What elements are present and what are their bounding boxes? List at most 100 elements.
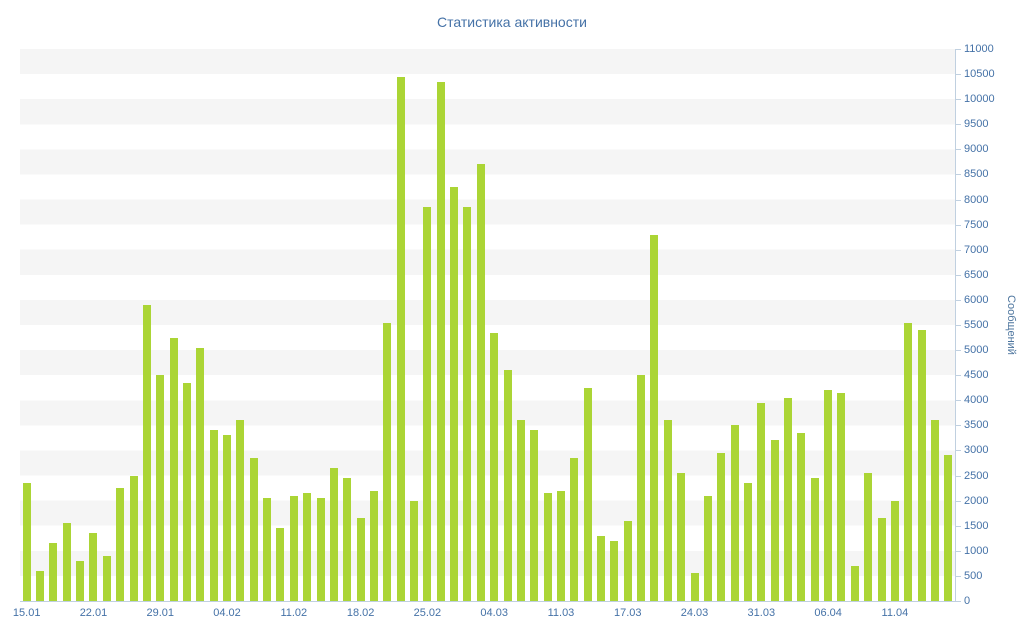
x-tick-label: 22.01 (79, 607, 108, 619)
bar[interactable] (116, 488, 125, 601)
bar[interactable] (490, 332, 499, 601)
bar[interactable] (356, 518, 365, 601)
y-tick-label: 2500 (964, 469, 989, 482)
bar[interactable] (583, 387, 592, 601)
y-tick-label: 4500 (964, 369, 989, 382)
bar[interactable] (890, 500, 899, 601)
bar[interactable] (182, 382, 191, 601)
bar[interactable] (850, 565, 859, 601)
bar[interactable] (570, 457, 579, 601)
y-tick-mark (956, 74, 961, 76)
bar[interactable] (690, 573, 699, 601)
y-tick-mark (956, 450, 961, 452)
bar[interactable] (717, 452, 726, 601)
bar[interactable] (556, 490, 565, 601)
bar[interactable] (303, 493, 312, 601)
bar[interactable] (743, 483, 752, 601)
bar[interactable] (396, 76, 405, 601)
y-tick-mark (956, 199, 961, 201)
x-tick-label: 06.04 (814, 607, 842, 619)
bar[interactable] (49, 543, 58, 601)
bar[interactable] (930, 420, 939, 601)
bar[interactable] (837, 392, 846, 601)
y-tick-label: 5500 (964, 319, 989, 331)
bar[interactable] (650, 234, 659, 601)
bar[interactable] (289, 495, 298, 601)
bar[interactable] (810, 478, 819, 601)
y-tick-mark (956, 274, 961, 276)
bar[interactable] (597, 535, 606, 601)
bar[interactable] (102, 555, 111, 601)
bar[interactable] (156, 375, 165, 601)
bar[interactable] (530, 430, 539, 601)
bar[interactable] (263, 498, 272, 601)
bar[interactable] (249, 457, 258, 601)
bar[interactable] (450, 187, 459, 601)
bar[interactable] (944, 455, 953, 601)
y-tick-label: 3000 (964, 444, 989, 457)
bar[interactable] (76, 560, 85, 601)
bar[interactable] (503, 370, 512, 601)
bar[interactable] (784, 397, 793, 601)
bar[interactable] (436, 81, 445, 601)
bar[interactable] (196, 347, 205, 601)
y-tick-label: 6000 (964, 293, 989, 306)
bar[interactable] (223, 435, 232, 601)
bar[interactable] (824, 390, 833, 601)
bar[interactable] (877, 518, 886, 601)
bar[interactable] (904, 322, 913, 601)
bar[interactable] (917, 330, 926, 601)
bar[interactable] (62, 523, 71, 601)
bar[interactable] (730, 425, 739, 601)
bar[interactable] (276, 528, 285, 601)
bar[interactable] (209, 430, 218, 601)
y-tick-mark (956, 149, 961, 151)
x-tick-label: 18.02 (346, 607, 375, 619)
y-tick-mark (956, 500, 961, 502)
y-tick-mark (956, 375, 961, 377)
x-tick-label: 31.03 (747, 607, 776, 619)
bar[interactable] (770, 440, 779, 601)
bar[interactable] (129, 475, 138, 601)
bar[interactable] (22, 483, 31, 601)
bar[interactable] (169, 337, 178, 601)
bar[interactable] (623, 520, 632, 601)
bar[interactable] (369, 490, 378, 601)
bar[interactable] (316, 498, 325, 601)
bar[interactable] (410, 500, 419, 601)
y-tick-label: 8500 (964, 168, 989, 181)
bar[interactable] (703, 495, 712, 601)
x-tick-label: 11.02 (280, 607, 308, 619)
bar[interactable] (423, 207, 432, 601)
bar[interactable] (89, 533, 98, 601)
bar[interactable] (677, 473, 686, 601)
bar[interactable] (236, 420, 245, 601)
bar[interactable] (797, 432, 806, 601)
y-tick-mark (956, 425, 961, 427)
bar[interactable] (864, 473, 873, 601)
bar[interactable] (36, 570, 45, 601)
y-tick-label: 10000 (964, 93, 995, 106)
bar[interactable] (543, 493, 552, 601)
y-axis-title: Сообщений (1005, 295, 1017, 355)
y-tick-mark (956, 174, 961, 176)
bar[interactable] (329, 468, 338, 601)
bar[interactable] (383, 322, 392, 601)
bar[interactable] (142, 304, 151, 601)
bar[interactable] (663, 420, 672, 601)
y-tick-label: 9000 (964, 143, 989, 156)
bar[interactable] (757, 402, 766, 601)
bar[interactable] (516, 420, 525, 601)
bar[interactable] (637, 375, 646, 601)
y-tick-mark (956, 49, 961, 50)
y-tick-label: 1000 (964, 544, 989, 557)
y-tick-mark (956, 299, 961, 301)
bar[interactable] (343, 478, 352, 601)
y-tick-label: 5000 (964, 344, 989, 357)
x-tick-label: 04.02 (213, 607, 241, 619)
bar[interactable] (463, 207, 472, 601)
bar[interactable] (610, 540, 619, 601)
y-tick-mark (956, 224, 961, 226)
bar[interactable] (476, 164, 485, 601)
chart-title: Статистика активности (437, 14, 587, 30)
